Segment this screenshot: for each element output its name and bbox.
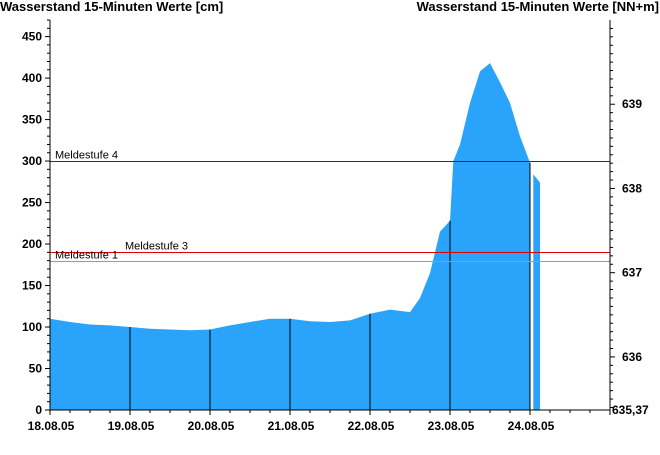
series-area-2: [533, 174, 540, 410]
y-tick-label: 50: [29, 362, 43, 376]
y-tick-label: 100: [22, 320, 42, 334]
x-tick-label: 24.08.05: [508, 419, 555, 433]
y-tick-label: 400: [22, 71, 42, 85]
series-area-layer: [50, 63, 540, 410]
x-tick-label: 18.08.05: [28, 419, 75, 433]
y-tick-label: 200: [22, 237, 42, 251]
axes: 0 50 100 150 200 250 300 350 400 450 636 637 638 639 6…: [22, 19, 649, 433]
y-tick-label: 250: [22, 196, 42, 210]
y-tick-label: 450: [22, 30, 42, 44]
reference-line-label: Meldestufe 1: [55, 250, 118, 262]
reference-lines: Meldestufe 4 Meldestufe 3 Meldestufe 1: [50, 150, 610, 262]
y-tick-label: 300: [22, 154, 42, 168]
y2-tick-label: 639: [622, 97, 642, 111]
reference-line-label: Meldestufe 3: [125, 241, 188, 253]
y-tick-label: 150: [22, 279, 42, 293]
x-tick-label: 23.08.05: [428, 419, 475, 433]
y-tick-label: 0: [35, 403, 42, 417]
chart-title-right: Wasserstand 15-Minuten Werte [NN+m]: [417, 0, 659, 14]
x-tick-label: 21.08.05: [268, 419, 315, 433]
x-tick-label: 22.08.05: [348, 419, 395, 433]
y2-min-label: 635,37: [612, 403, 649, 417]
reference-line-label: Meldestufe 4: [55, 150, 118, 162]
x-tick-label: 20.08.05: [188, 419, 235, 433]
y2-tick-label: 638: [622, 181, 642, 195]
chart-title-left: Wasserstand 15-Minuten Werte [cm]: [0, 0, 223, 14]
y2-tick-label: 637: [622, 266, 642, 280]
y2-tick-label: 636: [622, 350, 642, 364]
y-tick-label: 350: [22, 113, 42, 127]
x-tick-label: 19.08.05: [108, 419, 155, 433]
series-area-1: [50, 63, 530, 410]
